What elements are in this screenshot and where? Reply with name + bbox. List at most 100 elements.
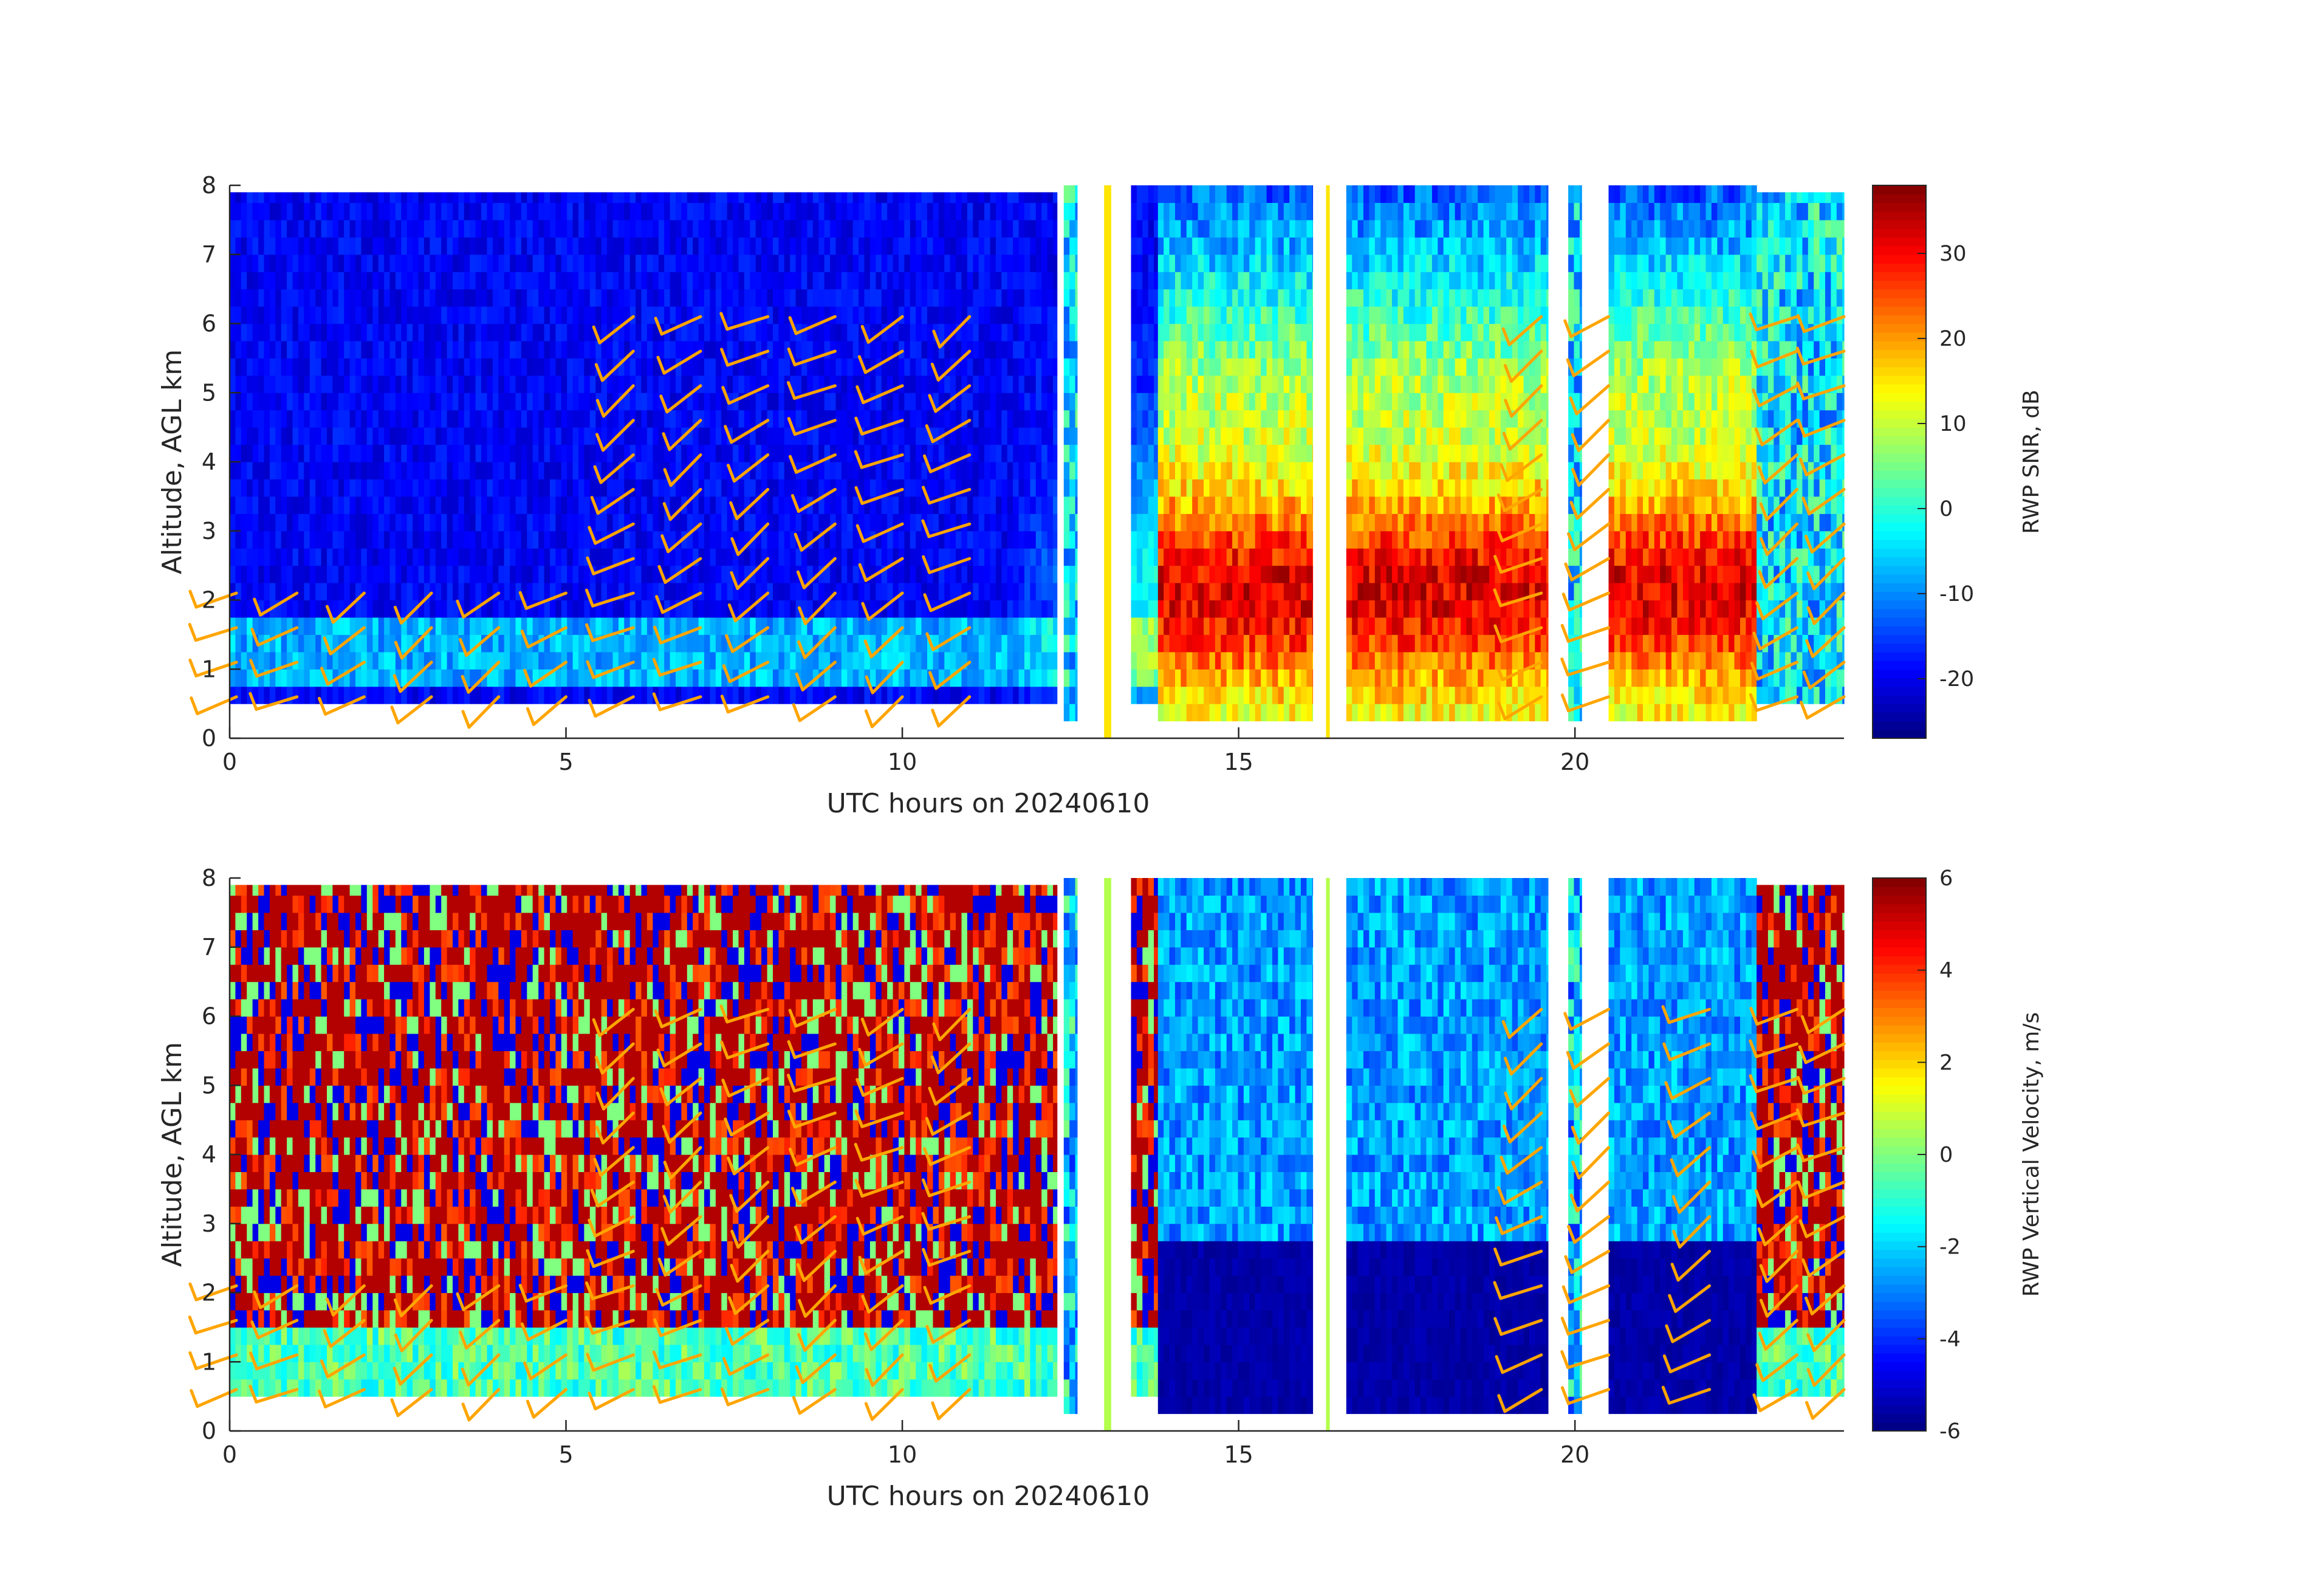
field-cell: [773, 358, 779, 376]
field-cell: [532, 651, 539, 670]
field-cell: [247, 340, 253, 358]
field-cell: [441, 272, 448, 290]
field-cell: [1186, 323, 1193, 341]
field-cell: [315, 375, 322, 393]
field-cell: [532, 340, 539, 358]
field-cell: [927, 272, 933, 290]
field-cell: [544, 237, 550, 255]
field-cell: [824, 583, 831, 601]
field-cell: [1007, 634, 1013, 653]
field-cell: [515, 254, 522, 272]
field-cell: [1069, 358, 1076, 376]
field-cell: [1131, 462, 1137, 479]
field-cell: [818, 565, 825, 583]
field-cell: [1053, 444, 1058, 462]
field-cell: [835, 358, 842, 376]
field-cell: [773, 237, 779, 255]
field-cell: [961, 254, 968, 272]
field-cell: [790, 600, 797, 618]
field-cell: [1075, 462, 1078, 479]
field-cell: [406, 496, 413, 514]
field-cell: [733, 651, 739, 670]
field-cell: [950, 600, 956, 618]
field-cell: [366, 237, 373, 255]
field-cell: [378, 530, 385, 549]
field-cell: [344, 634, 351, 653]
field-cell: [1215, 444, 1221, 462]
field-cell: [453, 202, 459, 221]
field-cell: [784, 583, 790, 601]
field-cell: [395, 272, 402, 290]
field-cell: [510, 289, 516, 307]
field-cell: [738, 583, 745, 601]
field-cell: [567, 427, 574, 445]
field-cell: [287, 479, 293, 497]
field-cell: [698, 358, 705, 376]
field-cell: [670, 462, 676, 479]
field-cell: [767, 254, 773, 272]
field-cell: [773, 272, 779, 290]
field-cell: [916, 600, 922, 618]
field-cell: [475, 410, 482, 428]
field-cell: [629, 583, 636, 601]
field-cell: [349, 479, 356, 497]
field-cell: [715, 479, 722, 497]
field-cell: [453, 462, 459, 479]
field-cell: [950, 393, 956, 411]
field-cell: [887, 306, 894, 324]
field-cell: [807, 462, 814, 479]
field-cell: [304, 272, 310, 290]
field-cell: [881, 583, 888, 601]
field-cell: [721, 583, 728, 601]
field-cell: [481, 634, 487, 653]
field-cell: [572, 583, 579, 601]
field-cell: [298, 323, 304, 341]
field-cell: [818, 427, 825, 445]
field-cell: [1007, 323, 1013, 341]
field-cell: [698, 634, 705, 653]
field-cell: [510, 254, 516, 272]
field-cell: [710, 272, 716, 290]
field-cell: [698, 340, 705, 358]
field-cell: [470, 219, 476, 238]
field-cell: [636, 496, 642, 514]
field-cell: [921, 340, 928, 358]
field-cell: [784, 272, 790, 290]
field-cell: [990, 306, 996, 324]
field-cell: [641, 634, 648, 653]
field-cell: [235, 634, 242, 653]
field-cell: [401, 565, 408, 583]
field-cell: [1007, 272, 1013, 290]
field-cell: [338, 651, 344, 670]
field-cell: [881, 669, 888, 687]
field-cell: [864, 272, 871, 290]
field-cell: [990, 496, 996, 514]
field-cell: [801, 496, 807, 514]
field-cell: [687, 289, 693, 307]
field-cell: [487, 237, 493, 255]
field-cell: [578, 548, 584, 566]
field-cell: [893, 393, 899, 411]
field-cell: [704, 254, 710, 272]
field-cell: [693, 462, 699, 479]
field-cell: [1192, 375, 1199, 393]
field-cell: [773, 565, 779, 583]
field-cell: [435, 600, 442, 618]
field-cell: [1181, 444, 1187, 462]
field-cell: [561, 340, 567, 358]
field-cell: [470, 513, 476, 532]
field-cell: [578, 393, 584, 411]
field-cell: [967, 427, 973, 445]
field-cell: [733, 202, 739, 221]
field-cell: [589, 479, 596, 497]
field-cell: [950, 530, 956, 549]
field-cell: [956, 583, 962, 601]
field-cell: [967, 617, 973, 635]
field-cell: [1164, 306, 1170, 324]
field-cell: [498, 410, 505, 428]
field-cell: [859, 254, 865, 272]
field-cell: [624, 496, 631, 514]
field-cell: [361, 340, 368, 358]
field-cell: [241, 565, 247, 583]
field-cell: [887, 496, 894, 514]
